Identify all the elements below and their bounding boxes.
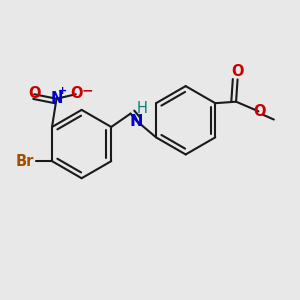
- Text: O: O: [253, 104, 266, 119]
- Text: N: N: [130, 114, 143, 129]
- Text: O: O: [28, 86, 40, 101]
- Text: N: N: [51, 91, 63, 106]
- Text: +: +: [58, 86, 67, 96]
- Text: O: O: [70, 86, 83, 101]
- Text: Br: Br: [16, 154, 34, 169]
- Text: −: −: [81, 84, 93, 98]
- Text: O: O: [232, 64, 244, 79]
- Text: H: H: [136, 101, 147, 116]
